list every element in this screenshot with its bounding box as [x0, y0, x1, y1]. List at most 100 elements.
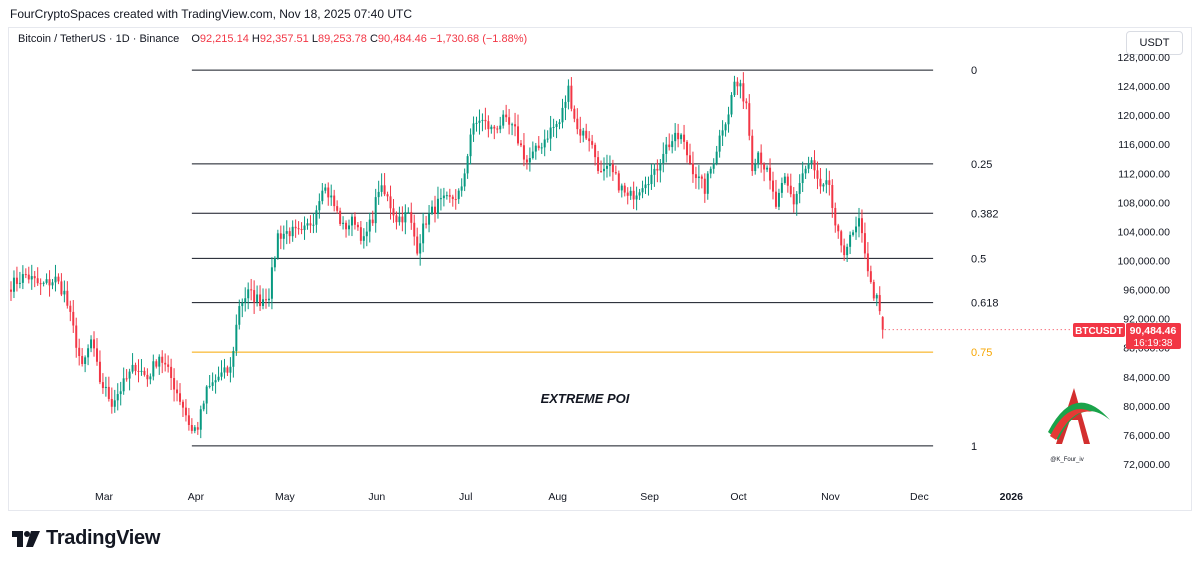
candle-body: [828, 180, 831, 185]
high-label: H: [251, 33, 260, 45]
candle-body: [164, 362, 167, 365]
tradingview-brand[interactable]: TradingView: [12, 527, 160, 550]
candle-body: [763, 164, 766, 170]
candle-body: [620, 185, 623, 191]
candle-body: [122, 378, 125, 392]
time-axis[interactable]: Mar Apr May Jun Jul Aug Sep Oct Nov Dec 2026: [95, 491, 1023, 503]
candle-body: [605, 165, 608, 169]
candle-body: [555, 124, 558, 127]
candle-body: [680, 134, 683, 140]
candle-body: [789, 185, 792, 195]
currency-button[interactable]: USDT: [1126, 31, 1183, 55]
candle-body: [561, 107, 564, 123]
symbol-name[interactable]: Bitcoin / TetherUS · 1D · Binance: [18, 33, 180, 45]
y-tick-label: 72,000.00: [1123, 459, 1170, 471]
candle-body: [202, 403, 205, 410]
candle-body: [436, 198, 439, 214]
fib-label-0-382: 0.382: [971, 208, 999, 220]
candle-body: [101, 382, 104, 389]
candle-body: [93, 339, 96, 349]
candle-body: [558, 122, 561, 125]
candle-body: [659, 163, 662, 171]
candle-body: [502, 114, 505, 126]
candle-body: [514, 124, 517, 127]
candle-body: [199, 409, 202, 430]
candle-body: [629, 190, 632, 196]
candle-body: [428, 213, 431, 225]
candle-body: [834, 207, 837, 226]
y-tick-label: 116,000.00: [1118, 139, 1170, 151]
candle-body: [24, 274, 27, 276]
candle-body: [537, 145, 540, 149]
candle-body: [825, 180, 828, 185]
candle-body: [45, 279, 48, 283]
chart-frame: [8, 27, 1192, 511]
candle-body: [588, 138, 591, 142]
candle-body: [125, 378, 128, 380]
candle-body: [653, 168, 656, 175]
candle-body: [567, 85, 570, 102]
candle-body: [270, 267, 273, 299]
candle-body: [475, 122, 478, 124]
candle-body: [119, 391, 122, 395]
candle-body: [540, 147, 543, 149]
candle-body: [617, 173, 620, 191]
candle-body: [190, 425, 193, 431]
candle-body: [371, 219, 374, 224]
candle-body: [641, 188, 644, 193]
candle-body: [783, 176, 786, 183]
candle-body: [179, 393, 182, 402]
candle-body: [772, 180, 775, 192]
author-handle: @K_Four_iv: [1050, 457, 1083, 463]
candle-body: [395, 215, 398, 223]
candle-body: [736, 81, 739, 87]
candle-body: [63, 290, 66, 295]
candle-body: [250, 289, 253, 291]
candle-body: [57, 276, 60, 282]
fib-label-0: 0: [971, 65, 977, 77]
candle-body: [39, 283, 42, 285]
extreme-poi-annotation: EXTREME POI: [541, 391, 630, 406]
candle-body: [546, 138, 549, 140]
candle-body: [822, 184, 825, 187]
candle-body: [229, 366, 232, 373]
candle-body: [754, 164, 757, 172]
candle-body: [279, 233, 282, 239]
candle-body: [72, 311, 75, 326]
candle-body: [324, 187, 327, 191]
candle-body: [549, 127, 552, 139]
candle-body: [511, 124, 514, 126]
candle-body: [21, 274, 24, 283]
candle-body: [413, 222, 416, 237]
candle-body: [665, 144, 668, 154]
candle-body: [801, 173, 804, 184]
candles: [10, 72, 1072, 439]
x-tick-label: Jun: [368, 491, 385, 503]
candle-body: [697, 176, 700, 179]
price-axis[interactable]: 72,000.0076,000.0080,000.0084,000.0088,0…: [1117, 52, 1170, 471]
candle-body: [591, 141, 594, 145]
candle-body: [650, 174, 653, 185]
candle-body: [401, 216, 404, 223]
candle-body: [342, 222, 345, 224]
candle-body: [60, 281, 63, 295]
candle-body: [543, 139, 546, 148]
candle-body: [184, 407, 187, 416]
x-tick-label: Jul: [459, 491, 472, 503]
candle-body: [534, 145, 537, 152]
x-tick-label: Mar: [95, 491, 114, 503]
candle-body: [718, 135, 721, 152]
candle-body: [478, 120, 481, 123]
current-price-tag: BTCUSDT 90,484.46 16:19:38: [1073, 323, 1181, 349]
open-value: 92,215.14: [199, 33, 249, 45]
candle-body: [472, 123, 475, 135]
candle-body: [881, 317, 884, 330]
candle-body: [656, 168, 659, 171]
candle-body: [247, 289, 250, 299]
candle-body: [525, 159, 528, 163]
candle-body: [104, 386, 107, 389]
candle-body: [217, 376, 220, 381]
candle-body: [241, 302, 244, 307]
candle-body: [852, 232, 855, 235]
